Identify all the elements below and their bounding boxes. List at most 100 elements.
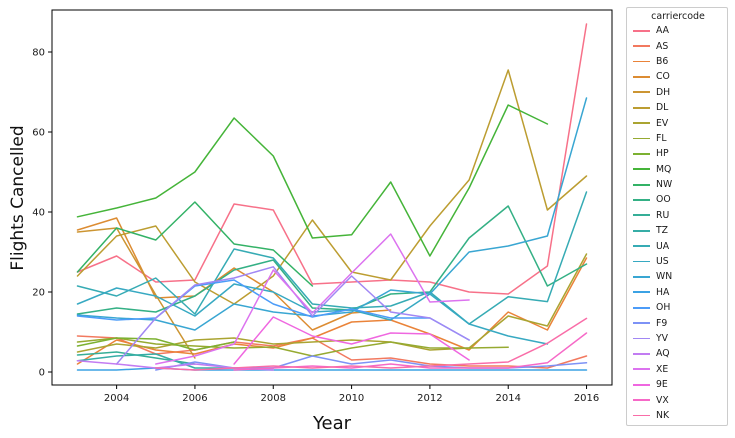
x-tick-label: 2014 xyxy=(495,393,520,404)
legend-swatch-HA xyxy=(633,291,650,294)
legend-entry-US: US xyxy=(633,254,723,269)
series-line-NW xyxy=(76,201,314,287)
legend-entry-YV: YV xyxy=(633,331,723,346)
legend-swatch-YV xyxy=(633,337,650,340)
series-line-DL xyxy=(76,69,588,305)
x-tick-label: 2006 xyxy=(182,393,207,404)
legend-entry-FL: FL xyxy=(633,131,723,146)
legend-title: carriercode xyxy=(651,11,705,22)
legend-items: AA AS B6 CO DH DL EV FL HP MQ NW OO RU TZ UA US WN HA OH F9… xyxy=(633,23,723,423)
legend-label-HA: HA xyxy=(656,286,670,298)
legend-label-AS: AS xyxy=(656,40,669,52)
series-line-OH xyxy=(76,279,470,341)
legend-swatch-CO xyxy=(633,75,650,78)
legend-label-DH: DH xyxy=(656,86,671,98)
y-tick-label: 60 xyxy=(32,128,45,139)
plot-area xyxy=(51,9,613,386)
legend-swatch-RU xyxy=(633,214,650,217)
legend-swatch-XE xyxy=(633,368,650,371)
legend-label-EV: EV xyxy=(656,117,669,129)
legend-entry-DL: DL xyxy=(633,100,723,115)
legend-swatch-EV xyxy=(633,122,650,124)
legend-entry-CO: CO xyxy=(633,69,723,84)
legend-swatch-NK xyxy=(633,414,650,417)
y-tick-label: 20 xyxy=(32,288,45,299)
series-line-UA xyxy=(76,191,588,325)
y-tick-label: 40 xyxy=(32,208,45,219)
legend-swatch-B6 xyxy=(633,60,650,63)
legend-label-F9: F9 xyxy=(656,317,668,329)
series-line-FL xyxy=(76,337,509,357)
legend-swatch-MQ xyxy=(633,168,650,171)
legend-swatch-OO xyxy=(633,199,650,201)
legend-entry-XE: XE xyxy=(633,362,723,377)
x-tick-label: 2016 xyxy=(574,393,599,404)
legend-label-OO: OO xyxy=(656,194,671,206)
legend-entry-F9: F9 xyxy=(633,315,723,330)
legend-swatch-AQ xyxy=(633,353,650,355)
x-tick-label: 2008 xyxy=(261,393,286,404)
x-tick-label: 2012 xyxy=(417,393,442,404)
legend-label-WN: WN xyxy=(656,271,673,283)
legend-swatch-HP xyxy=(633,152,650,155)
legend-label-AQ: AQ xyxy=(656,348,670,360)
x-axis-label: Year xyxy=(312,413,352,434)
legend-label-B6: B6 xyxy=(656,55,669,67)
legend-swatch-OH xyxy=(633,306,650,309)
legend-entry-OH: OH xyxy=(633,300,723,315)
legend-entry-VX: VX xyxy=(633,392,723,407)
legend-entry-AS: AS xyxy=(633,38,723,53)
series-line-NK xyxy=(155,317,588,371)
series-line-AS xyxy=(76,335,588,369)
legend-entry-AQ: AQ xyxy=(633,346,723,361)
series-line-DH xyxy=(76,227,196,359)
x-tick-label: 2004 xyxy=(104,393,129,404)
series-line-B6 xyxy=(76,257,588,365)
y-axis-label: Flights Cancelled xyxy=(8,125,28,271)
legend-swatch-TZ xyxy=(633,229,650,232)
legend-label-AA: AA xyxy=(656,25,669,37)
legend-swatch-F9 xyxy=(633,322,650,325)
legend-entry-OO: OO xyxy=(633,192,723,207)
legend-label-YV: YV xyxy=(656,333,669,344)
legend-label-TZ: TZ xyxy=(656,225,669,237)
legend-label-FL: FL xyxy=(656,132,667,144)
legend-label-HP: HP xyxy=(656,148,669,160)
legend-entry-RU: RU xyxy=(633,208,723,223)
legend-swatch-DH xyxy=(633,91,650,94)
legend-label-DL: DL xyxy=(656,102,669,114)
legend-entry-EV: EV xyxy=(633,115,723,130)
legend-label-RU: RU xyxy=(656,209,670,221)
x-tick-label: 2010 xyxy=(339,393,364,404)
legend-swatch-NW xyxy=(633,183,650,186)
legend-label-MQ: MQ xyxy=(656,163,672,175)
legend-entry-9E: 9E xyxy=(633,377,723,392)
legend-label-OH: OH xyxy=(656,302,671,314)
series-line-MQ xyxy=(76,104,549,257)
legend-entry-NW: NW xyxy=(633,177,723,192)
legend-swatch-DL xyxy=(633,106,650,109)
legend-swatch-VX xyxy=(633,399,650,401)
legend-swatch-AS xyxy=(633,45,650,47)
legend-swatch-WN xyxy=(633,276,650,278)
legend-label-XE: XE xyxy=(656,363,669,375)
series-line-WN xyxy=(76,97,588,331)
legend-swatch-AA xyxy=(633,29,650,32)
legend-entry-B6: B6 xyxy=(633,54,723,69)
legend-label-CO: CO xyxy=(656,71,670,83)
legend-swatch-FL xyxy=(633,137,650,140)
y-tick-label: 0 xyxy=(39,368,45,379)
legend-swatch-9E xyxy=(633,383,650,386)
legend-swatch-UA xyxy=(633,245,650,248)
legend-label-NK: NK xyxy=(656,409,670,421)
legend-entry-AA: AA xyxy=(633,23,723,38)
series-line-EV xyxy=(76,253,588,353)
series-line-OO xyxy=(76,205,588,315)
legend-entry-WN: WN xyxy=(633,269,723,284)
series-line-AA xyxy=(76,23,588,295)
legend-entry-UA: UA xyxy=(633,238,723,253)
series-line-XE xyxy=(155,233,470,365)
series-line-CO xyxy=(76,217,392,331)
